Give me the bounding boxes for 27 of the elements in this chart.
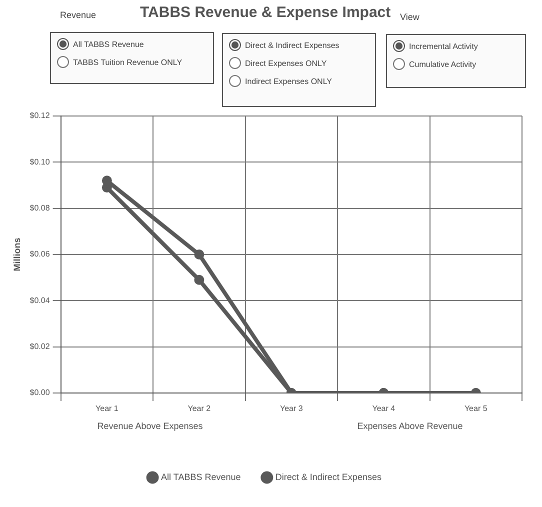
y-axis-title: Millions xyxy=(12,238,22,272)
text: Revenue Above Expenses xyxy=(97,421,204,432)
text: Incremental Activity xyxy=(409,42,478,50)
x-tick-label: Year 2 xyxy=(188,404,212,414)
y-tick-label: $0.06 xyxy=(30,250,50,259)
legend-label: All TABBS Revenue xyxy=(161,472,241,482)
y-tick-label: $0.10 xyxy=(30,157,50,166)
text: Direct & Indirect Expenses xyxy=(245,40,340,50)
text: TABBS Tuition Revenue ONLY xyxy=(73,58,182,66)
x-tick-label: Year 4 xyxy=(372,404,396,414)
y-tick-label: $0.04 xyxy=(30,296,50,305)
text: Direct Expenses ONLY xyxy=(245,58,327,68)
x-tick-label: Year 5 xyxy=(464,404,488,414)
y-tick-label: $0.12 xyxy=(30,111,50,120)
text: Revenue xyxy=(60,10,96,20)
text: Indirect Expenses ONLY xyxy=(245,76,332,86)
text: All TABBS Revenue xyxy=(73,40,144,48)
text: Cumulative Activity xyxy=(409,60,476,68)
x-tick-label: Year 1 xyxy=(96,404,119,414)
y-tick-label: $0.02 xyxy=(30,342,50,352)
text: View xyxy=(400,12,420,22)
text: Expenses Above Revenue xyxy=(357,421,463,432)
legend-label: Direct & Indirect Expenses xyxy=(275,472,382,482)
chart-title: TABBS Revenue & Expense Impact xyxy=(140,4,391,21)
x-tick-label: Year 3 xyxy=(280,404,304,414)
y-tick-label: $0.00 xyxy=(30,388,50,398)
y-tick-label: $0.08 xyxy=(30,204,50,213)
